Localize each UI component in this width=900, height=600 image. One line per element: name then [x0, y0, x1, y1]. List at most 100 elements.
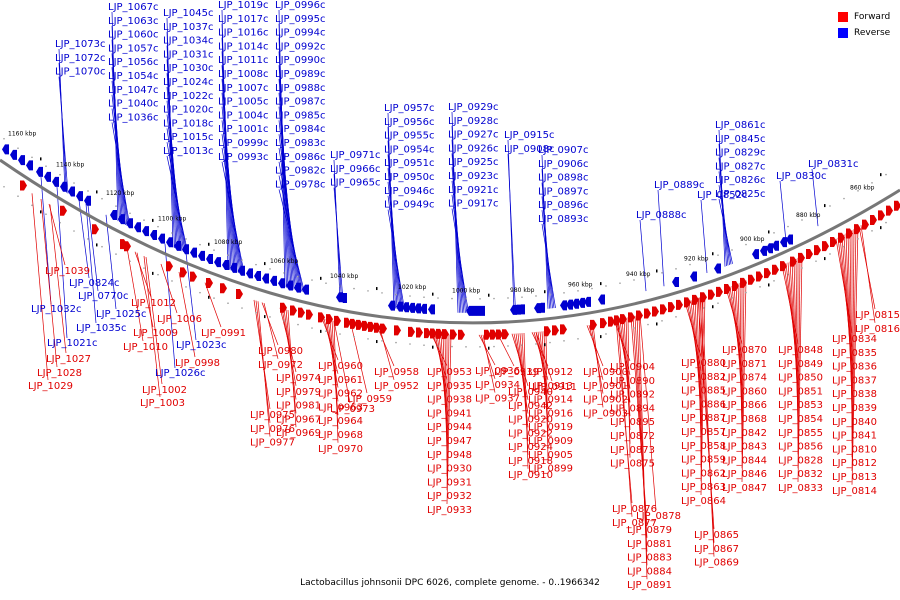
forward-gene-arrow — [600, 318, 607, 329]
forward-gene-leader — [263, 303, 279, 359]
reverse-gene-label: LJP_1013c — [163, 146, 214, 157]
reverse-gene-arrow — [478, 305, 485, 316]
reverse-gene-arrow — [518, 304, 525, 315]
forward-gene-label: LJP_0967 — [276, 414, 321, 425]
legend-item-reverse: Reverse — [838, 25, 890, 41]
reverse-gene-arrow — [270, 275, 277, 286]
forward-gene-arrow — [458, 329, 465, 340]
forward-gene-label: LJP_0866 — [722, 400, 767, 411]
forward-gene-label: LJP_0882 — [681, 372, 726, 383]
forward-gene-label: LJP_0863 — [681, 482, 726, 493]
reverse-gene-arrow — [420, 303, 427, 314]
reverse-gene-label: LJP_0956c — [384, 117, 435, 128]
scale-tick-label: 1140 kbp — [56, 161, 84, 168]
scale-dot — [675, 268, 677, 270]
forward-gene-label: LJP_0969 — [276, 428, 321, 439]
forward-gene-label: LJP_0942 — [508, 401, 553, 412]
reverse-gene-leader — [166, 142, 187, 254]
forward-gene-label: LJP_0828 — [778, 455, 823, 466]
scale-dot — [227, 302, 229, 305]
scale-tick — [656, 322, 658, 326]
forward-gene-label: LJP_0938 — [427, 395, 472, 406]
forward-gene-leader — [287, 309, 297, 428]
forward-gene-arrow — [838, 232, 845, 243]
scale-tick — [656, 269, 658, 273]
scale-dot — [381, 340, 383, 342]
scale-dot — [199, 291, 201, 294]
forward-swatch — [838, 12, 848, 22]
reverse-gene-label: LJP_0893c — [538, 214, 589, 225]
scale-dot — [563, 340, 565, 342]
scale-dot — [297, 275, 299, 278]
forward-gene-arrow — [748, 274, 755, 285]
forward-gene-label: LJP_0991 — [201, 328, 246, 339]
reverse-gene-leader — [718, 198, 733, 264]
reverse-gene-label: LJP_0896c — [538, 200, 589, 211]
scale-tick-label: 1080 kbp — [214, 239, 242, 246]
reverse-gene-label: LJP_0861c — [715, 120, 766, 131]
forward-gene-label: LJP_0934 — [475, 380, 520, 391]
reverse-gene-label: LJP_0824c — [69, 278, 120, 289]
scale-dot — [17, 195, 19, 197]
forward-gene-arrow — [394, 325, 401, 336]
forward-gene-leader — [379, 328, 395, 380]
scale-dot — [59, 173, 61, 176]
forward-gene-label: LJP_0937 — [475, 394, 520, 405]
reverse-gene-leader — [779, 180, 787, 242]
forward-gene-arrow — [496, 329, 503, 340]
forward-gene-leader — [160, 263, 178, 314]
forward-gene-arrow — [356, 319, 363, 330]
forward-gene-arrow — [772, 264, 779, 275]
reverse-gene-arrow — [142, 226, 149, 237]
scale-dot — [577, 338, 579, 340]
reverse-gene-label: LJP_0950c — [384, 172, 435, 183]
reverse-gene-label: LJP_1045c — [163, 8, 214, 19]
reverse-gene-arrow — [254, 270, 261, 281]
forward-gene-leader — [523, 332, 529, 469]
reverse-gene-label: LJP_0999c — [218, 138, 269, 149]
reverse-gene-label: LJP_0927c — [448, 130, 499, 141]
reverse-gene-leader — [639, 219, 647, 292]
scale-tick — [488, 293, 490, 297]
forward-gene-arrow — [502, 329, 509, 340]
scale-tick-label: 940 kbp — [626, 271, 651, 278]
scale-dot — [773, 232, 775, 234]
scale-dot — [409, 295, 411, 297]
reverse-gene-label: LJP_0982c — [275, 166, 326, 177]
scale-dot — [633, 279, 635, 281]
reverse-gene-arrow — [10, 149, 17, 160]
reverse-gene-label: LJP_0985c — [275, 110, 326, 121]
reverse-gene-label: LJP_0989c — [275, 69, 326, 80]
reverse-gene-arrow — [52, 176, 59, 187]
scale-tick — [264, 262, 266, 266]
scale-dot — [339, 285, 341, 287]
scale-dot — [549, 341, 551, 344]
forward-gene-label: LJP_0853 — [778, 400, 823, 411]
forward-gene-arrow — [814, 245, 821, 256]
scale-tick — [768, 283, 770, 287]
scale-dot — [353, 335, 355, 338]
forward-gene-label: LJP_0859 — [681, 455, 726, 466]
forward-gene-arrow — [380, 323, 387, 334]
forward-gene-label: LJP_0835 — [832, 348, 877, 359]
forward-gene-label: LJP_0952 — [374, 381, 419, 392]
scale-dot — [395, 341, 397, 344]
reverse-gene-label: LJP_1022c — [163, 91, 214, 102]
scale-dot — [885, 173, 887, 176]
forward-gene-label: LJP_0968 — [318, 430, 363, 441]
scale-tick — [600, 335, 602, 339]
reverse-gene-label: LJP_0889c — [654, 180, 705, 191]
legend-item-forward: Forward — [838, 9, 890, 25]
forward-gene-label: LJP_1003 — [140, 398, 185, 409]
forward-gene-label: LJP_0868 — [722, 414, 767, 425]
scale-tick — [544, 290, 546, 294]
scale-dot — [689, 263, 691, 266]
reverse-gene-arrow — [786, 234, 793, 245]
reverse-gene-arrow — [474, 305, 481, 316]
forward-gene-label: LJP_0947 — [427, 436, 472, 447]
scale-dot — [843, 197, 845, 200]
forward-gene-arrow — [668, 302, 675, 313]
reverse-gene-leader — [85, 203, 97, 324]
forward-gene-leader — [741, 281, 745, 469]
reverse-gene-leader — [185, 252, 197, 341]
